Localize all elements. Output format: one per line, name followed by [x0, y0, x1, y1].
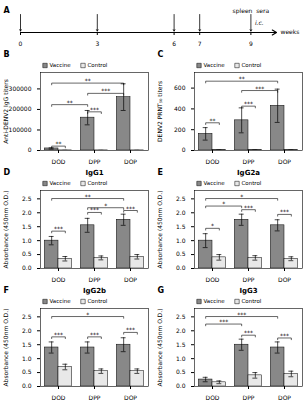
svg-text:0.5: 0.5	[176, 250, 186, 257]
svg-text:IgG3: IgG3	[239, 287, 257, 295]
svg-text:Vaccine: Vaccine	[50, 180, 72, 186]
svg-text:***: ***	[90, 331, 99, 338]
svg-text:DOP: DOP	[278, 394, 291, 400]
svg-text:DOP: DOP	[124, 394, 137, 400]
svg-text:0.5: 0.5	[176, 368, 186, 375]
svg-text:0: 0	[182, 146, 186, 153]
svg-text:**: **	[239, 75, 245, 82]
svg-text:Vaccine: Vaccine	[204, 180, 226, 186]
svg-text:1.0: 1.0	[176, 355, 186, 362]
svg-text:G: G	[158, 286, 165, 295]
svg-text:1.0: 1.0	[22, 237, 32, 244]
svg-text:A: A	[4, 6, 11, 15]
svg-text:1.0: 1.0	[22, 355, 32, 362]
svg-text:*: *	[240, 193, 243, 200]
svg-text:0.5: 0.5	[22, 250, 32, 257]
svg-text:spleen sera: spleen sera	[233, 7, 270, 15]
svg-text:DPP: DPP	[243, 394, 255, 400]
svg-text:IgG2b: IgG2b	[83, 287, 106, 295]
svg-text:1.0: 1.0	[176, 237, 186, 244]
svg-text:Control: Control	[88, 62, 108, 68]
svg-text:1.5: 1.5	[176, 223, 186, 230]
svg-text:**: **	[67, 99, 73, 106]
svg-text:2.0: 2.0	[22, 327, 32, 334]
svg-text:Vaccine: Vaccine	[204, 62, 226, 68]
svg-text:***: ***	[101, 87, 110, 94]
svg-text:E: E	[158, 168, 163, 177]
svg-text:200: 200	[174, 126, 186, 133]
svg-text:1.5: 1.5	[176, 341, 186, 348]
svg-text:weeks: weeks	[281, 28, 300, 35]
svg-text:Anti-DENV2 IgG titers: Anti-DENV2 IgG titers	[2, 79, 10, 144]
svg-text:***: ***	[90, 206, 99, 213]
svg-text:**: **	[85, 77, 91, 84]
svg-text:300000: 300000	[9, 85, 32, 92]
svg-text:Absorbance (450nm O.D.): Absorbance (450nm O.D.)	[2, 309, 9, 387]
svg-text:200000: 200000	[9, 105, 32, 112]
svg-text:Control: Control	[242, 298, 262, 304]
svg-text:2.0: 2.0	[176, 327, 186, 334]
svg-text:2.5: 2.5	[22, 313, 32, 320]
svg-text:*: *	[104, 202, 107, 209]
svg-text:Absorbance (450nm O.D.): Absorbance (450nm O.D.)	[156, 309, 163, 387]
svg-text:600: 600	[174, 84, 186, 91]
svg-text:C: C	[158, 50, 164, 59]
svg-text:Absorbance (450nm O.D.): Absorbance (450nm O.D.)	[156, 191, 163, 269]
svg-text:2.0: 2.0	[176, 209, 186, 216]
svg-text:***: ***	[237, 311, 246, 318]
svg-text:B: B	[4, 50, 10, 59]
svg-text:***: ***	[280, 208, 289, 215]
svg-text:0.5: 0.5	[22, 368, 32, 375]
svg-text:Vaccine: Vaccine	[50, 62, 72, 68]
svg-text:***: ***	[54, 225, 63, 232]
svg-text:DOD: DOD	[52, 394, 66, 400]
svg-text:***: ***	[255, 85, 264, 92]
svg-text:Absorbance (450nm O.D.): Absorbance (450nm O.D.)	[2, 191, 9, 269]
svg-text:***: ***	[244, 204, 253, 211]
svg-text:***: ***	[219, 318, 228, 325]
svg-text:*: *	[222, 200, 225, 207]
svg-text:DOD: DOD	[206, 394, 220, 400]
svg-text:Vaccine: Vaccine	[50, 298, 72, 304]
svg-text:2.5: 2.5	[176, 313, 186, 320]
svg-text:1.5: 1.5	[22, 223, 32, 230]
svg-text:*: *	[211, 222, 214, 229]
svg-text:400: 400	[174, 105, 186, 112]
svg-text:Control: Control	[88, 180, 108, 186]
svg-text:IgG1: IgG1	[85, 169, 103, 177]
svg-text:F: F	[4, 286, 9, 295]
svg-text:0.0: 0.0	[176, 382, 186, 389]
svg-text:D: D	[4, 168, 11, 177]
svg-text:***: ***	[280, 332, 289, 339]
svg-text:DPP: DPP	[89, 394, 101, 400]
svg-text:Control: Control	[242, 62, 262, 68]
svg-text:i.c.: i.c.	[255, 19, 264, 26]
svg-text:0.0: 0.0	[22, 382, 32, 389]
svg-text:DENV2 PRNT₅₀ titers: DENV2 PRNT₅₀ titers	[156, 81, 163, 142]
svg-text:***: ***	[54, 331, 63, 338]
svg-text:***: ***	[126, 205, 135, 212]
svg-text:IgG2a: IgG2a	[237, 169, 260, 177]
svg-text:2.5: 2.5	[176, 195, 186, 202]
svg-text:2.5: 2.5	[22, 195, 32, 202]
svg-text:Control: Control	[242, 180, 262, 186]
svg-text:Vaccine: Vaccine	[204, 298, 226, 304]
svg-text:0.0: 0.0	[176, 264, 186, 271]
svg-text:*: *	[86, 311, 89, 318]
svg-text:***: ***	[244, 329, 253, 336]
svg-text:Control: Control	[88, 298, 108, 304]
svg-text:***: ***	[244, 100, 253, 107]
svg-text:***: ***	[126, 326, 135, 333]
svg-text:**: **	[210, 117, 216, 124]
svg-text:**: **	[85, 193, 91, 200]
svg-text:0: 0	[28, 146, 32, 153]
svg-text:100000: 100000	[9, 126, 32, 133]
svg-text:2.0: 2.0	[22, 209, 32, 216]
svg-text:***: ***	[90, 106, 99, 113]
svg-text:0.0: 0.0	[22, 264, 32, 271]
svg-text:**: **	[56, 140, 62, 147]
svg-text:1.5: 1.5	[22, 341, 32, 348]
